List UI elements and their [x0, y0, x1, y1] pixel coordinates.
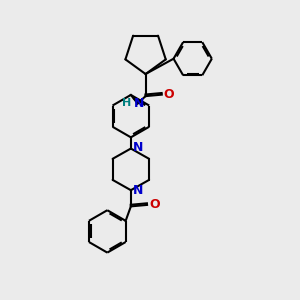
Text: O: O	[149, 198, 160, 212]
Text: N: N	[133, 141, 143, 154]
Text: O: O	[164, 88, 175, 101]
Text: N: N	[134, 97, 144, 110]
Text: H: H	[122, 98, 131, 109]
Text: N: N	[133, 184, 143, 197]
